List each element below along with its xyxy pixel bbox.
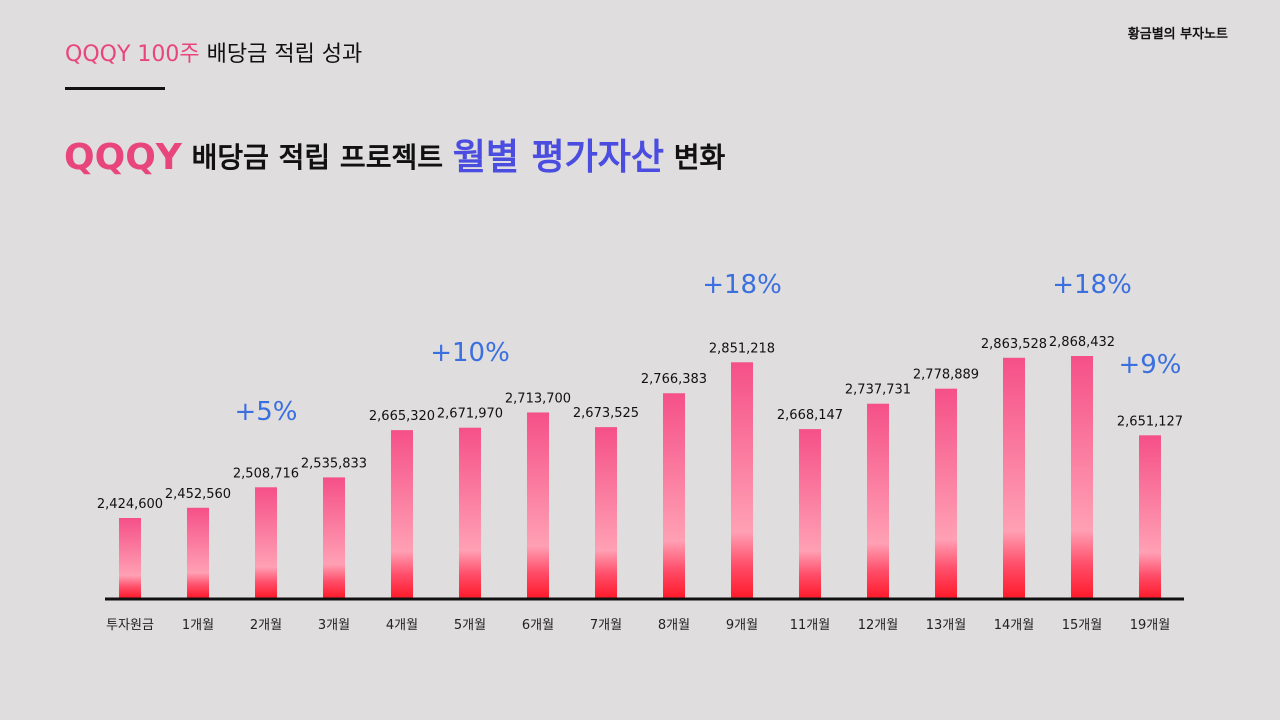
value-label: 2,737,731 xyxy=(845,383,911,398)
value-label: 2,778,889 xyxy=(913,368,979,383)
bar-14개월 xyxy=(1003,357,1025,598)
value-label: 2,424,600 xyxy=(97,497,163,512)
bar-11개월 xyxy=(799,429,821,598)
header-divider xyxy=(65,87,165,90)
value-label: 2,668,147 xyxy=(777,408,843,423)
category-label: 13개월 xyxy=(926,618,966,633)
page-title-ticker: QQQY xyxy=(64,137,182,178)
category-label: 12개월 xyxy=(858,618,898,633)
category-label: 6개월 xyxy=(522,618,554,633)
bar-12개월 xyxy=(867,403,889,598)
value-label: 2,673,525 xyxy=(573,406,639,421)
category-label: 19개월 xyxy=(1130,618,1170,633)
bar-7개월 xyxy=(595,427,617,598)
bar-4개월 xyxy=(391,430,413,598)
growth-annotation: +18% xyxy=(702,270,782,300)
value-label: 2,766,383 xyxy=(641,372,707,387)
page-title-suffix: 변화 xyxy=(673,141,726,174)
category-label: 11개월 xyxy=(790,618,830,633)
value-label: 2,868,432 xyxy=(1049,335,1115,350)
growth-annotation: +9% xyxy=(1118,350,1181,380)
bar-투자원금 xyxy=(119,518,141,598)
bar-5개월 xyxy=(459,427,481,598)
bar-8개월 xyxy=(663,393,685,598)
header-title: QQQY 100주 배당금 적립 성과 xyxy=(65,36,362,68)
growth-annotation: +18% xyxy=(1052,270,1132,300)
value-label: 2,651,127 xyxy=(1117,414,1183,429)
header-title-accent: QQQY 100주 xyxy=(65,42,200,67)
category-label: 8개월 xyxy=(658,618,690,633)
value-label: 2,851,218 xyxy=(709,341,775,356)
bar-2개월 xyxy=(255,487,277,598)
page-title: QQQY 배당금 적립 프로젝트 월별 평가자산 변화 xyxy=(64,128,725,180)
bar-19개월 xyxy=(1139,435,1161,598)
bar-9개월 xyxy=(731,362,753,598)
growth-annotation: +10% xyxy=(430,338,510,368)
brand-label: 황금별의 부자노트 xyxy=(1127,27,1228,42)
value-label: 2,508,716 xyxy=(233,466,299,481)
value-label: 2,535,833 xyxy=(301,456,367,471)
page-title-highlight: 월별 평가자산 xyxy=(452,137,664,178)
category-label: 9개월 xyxy=(726,618,758,633)
category-label: 4개월 xyxy=(386,618,418,633)
value-label: 2,713,700 xyxy=(505,391,571,406)
category-label: 1개월 xyxy=(182,618,214,633)
category-label: 2개월 xyxy=(250,618,282,633)
category-label: 5개월 xyxy=(454,618,486,633)
category-label: 14개월 xyxy=(994,618,1034,633)
growth-annotation: +5% xyxy=(234,397,297,427)
page-title-project: 배당금 적립 프로젝트 xyxy=(191,141,443,174)
value-label: 2,671,970 xyxy=(437,407,503,422)
value-label: 2,452,560 xyxy=(165,487,231,502)
bar-6개월 xyxy=(527,412,549,598)
bar-15개월 xyxy=(1071,356,1093,598)
category-label: 3개월 xyxy=(318,618,350,633)
value-label: 2,863,528 xyxy=(981,337,1047,352)
header-title-rest: 배당금 적립 성과 xyxy=(206,42,363,67)
bar-3개월 xyxy=(323,477,345,598)
bar-1개월 xyxy=(187,507,209,598)
value-label: 2,665,320 xyxy=(369,409,435,424)
category-label: 15개월 xyxy=(1062,618,1102,633)
category-label: 투자원금 xyxy=(106,618,154,633)
category-label: 7개월 xyxy=(590,618,622,633)
bar-13개월 xyxy=(935,388,957,598)
